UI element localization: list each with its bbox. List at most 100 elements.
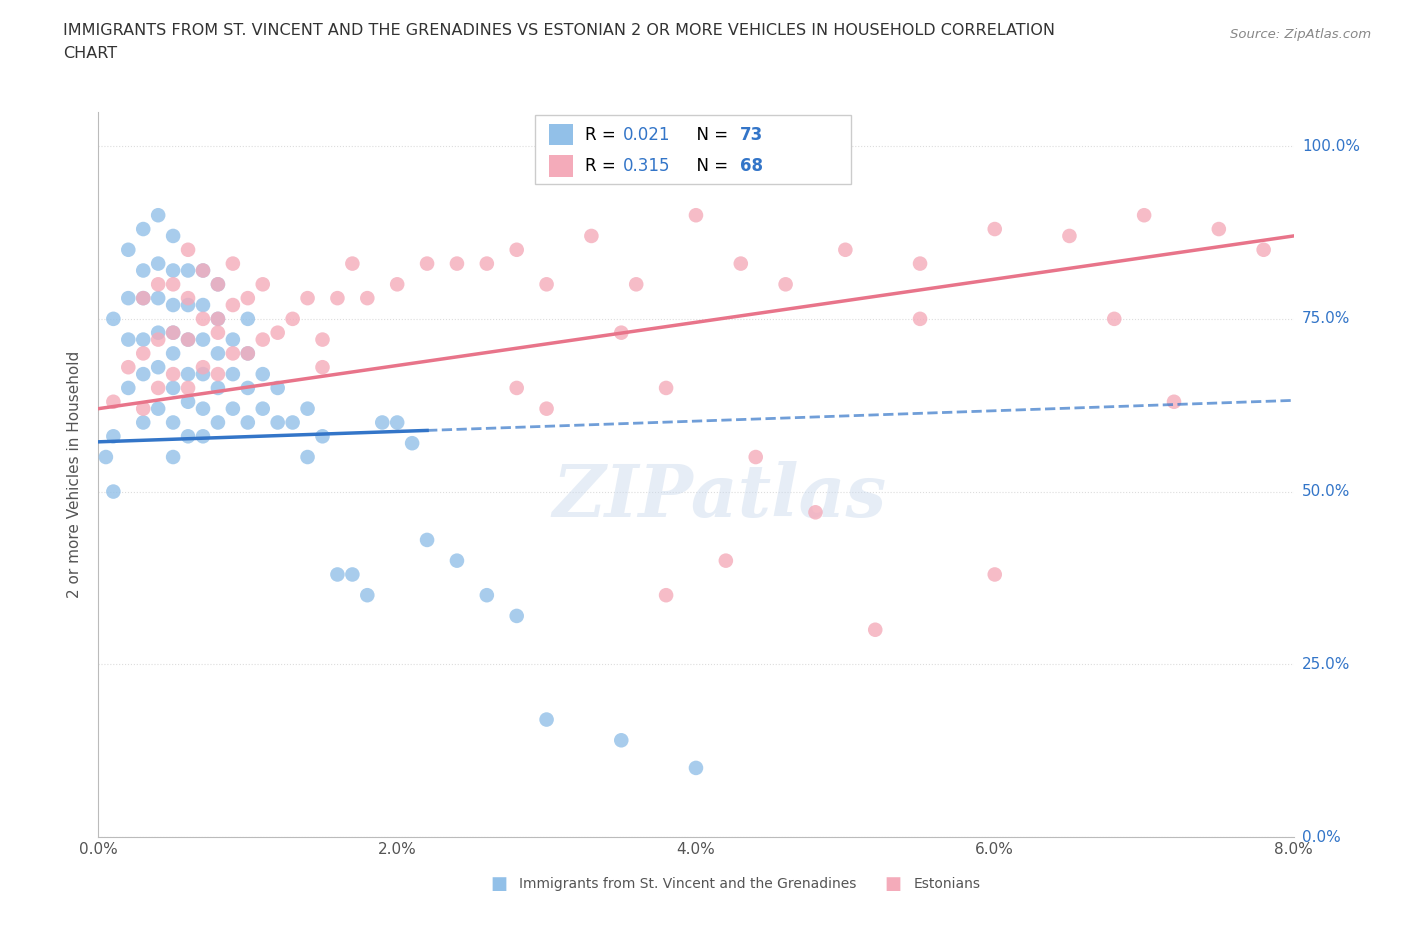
Point bbox=[1163, 394, 1185, 409]
Point bbox=[162, 366, 184, 381]
Point bbox=[984, 221, 1007, 236]
Point bbox=[117, 243, 139, 258]
Point bbox=[132, 366, 155, 381]
FancyBboxPatch shape bbox=[548, 124, 572, 145]
Point bbox=[311, 429, 333, 444]
Text: 0.315: 0.315 bbox=[623, 156, 671, 175]
Point bbox=[132, 263, 155, 278]
Point bbox=[252, 277, 274, 292]
Point bbox=[1253, 243, 1275, 258]
Point bbox=[132, 291, 155, 306]
Text: 50.0%: 50.0% bbox=[1302, 485, 1350, 499]
Point bbox=[356, 588, 378, 603]
Point bbox=[297, 291, 319, 306]
Point bbox=[342, 567, 364, 582]
FancyBboxPatch shape bbox=[534, 115, 852, 184]
Point bbox=[177, 394, 200, 409]
Point bbox=[401, 436, 423, 451]
Point bbox=[162, 298, 184, 312]
Text: CHART: CHART bbox=[63, 46, 117, 61]
Point bbox=[103, 485, 125, 499]
Point bbox=[267, 415, 290, 430]
Point bbox=[281, 415, 304, 430]
Point bbox=[148, 256, 170, 271]
Point bbox=[714, 553, 737, 568]
Text: Estonians: Estonians bbox=[914, 877, 980, 891]
Point bbox=[745, 449, 768, 464]
Point bbox=[236, 415, 259, 430]
Point bbox=[207, 312, 229, 326]
Point bbox=[222, 346, 245, 361]
Point bbox=[1133, 207, 1156, 222]
Point bbox=[191, 401, 214, 416]
Point bbox=[385, 277, 409, 292]
Text: ■: ■ bbox=[884, 875, 901, 893]
FancyBboxPatch shape bbox=[548, 154, 572, 177]
Point bbox=[207, 277, 229, 292]
Point bbox=[326, 567, 349, 582]
Point bbox=[506, 608, 529, 623]
Point bbox=[236, 346, 259, 361]
Y-axis label: 2 or more Vehicles in Household: 2 or more Vehicles in Household bbox=[67, 351, 83, 598]
Point bbox=[236, 380, 259, 395]
Point bbox=[984, 567, 1007, 582]
Text: 25.0%: 25.0% bbox=[1302, 657, 1350, 671]
Point bbox=[475, 256, 498, 271]
Point bbox=[94, 449, 117, 464]
Point bbox=[117, 291, 139, 306]
Text: R =: R = bbox=[585, 126, 621, 143]
Point bbox=[162, 326, 184, 340]
Text: 100.0%: 100.0% bbox=[1302, 139, 1360, 153]
Point bbox=[865, 622, 887, 637]
Point bbox=[117, 332, 139, 347]
Point bbox=[132, 291, 155, 306]
Point bbox=[908, 256, 931, 271]
Text: N =: N = bbox=[686, 156, 734, 175]
Point bbox=[177, 291, 200, 306]
Point bbox=[236, 346, 259, 361]
Point bbox=[177, 298, 200, 312]
Point bbox=[148, 207, 170, 222]
Point bbox=[506, 380, 529, 395]
Point bbox=[162, 449, 184, 464]
Point bbox=[267, 380, 290, 395]
Point bbox=[222, 256, 245, 271]
Point bbox=[222, 298, 245, 312]
Point bbox=[148, 360, 170, 375]
Point bbox=[177, 366, 200, 381]
Point bbox=[581, 229, 603, 244]
Text: Immigrants from St. Vincent and the Grenadines: Immigrants from St. Vincent and the Gren… bbox=[519, 877, 856, 891]
Point bbox=[236, 312, 259, 326]
Point bbox=[191, 312, 214, 326]
Point bbox=[207, 346, 229, 361]
Point bbox=[236, 291, 259, 306]
Text: ZIPatlas: ZIPatlas bbox=[553, 460, 887, 532]
Point bbox=[297, 401, 319, 416]
Point bbox=[222, 366, 245, 381]
Point bbox=[191, 366, 214, 381]
Point bbox=[132, 415, 155, 430]
Point bbox=[207, 326, 229, 340]
Point bbox=[1208, 221, 1230, 236]
Point bbox=[177, 380, 200, 395]
Point bbox=[655, 588, 678, 603]
Point bbox=[371, 415, 394, 430]
Point bbox=[191, 360, 214, 375]
Point bbox=[908, 312, 931, 326]
Point bbox=[536, 277, 558, 292]
Point bbox=[148, 332, 170, 347]
Point bbox=[252, 401, 274, 416]
Point bbox=[177, 243, 200, 258]
Point bbox=[834, 243, 856, 258]
Point bbox=[685, 761, 707, 776]
Point bbox=[103, 429, 125, 444]
Point bbox=[177, 332, 200, 347]
Point bbox=[162, 277, 184, 292]
Point bbox=[252, 332, 274, 347]
Point bbox=[385, 415, 409, 430]
Text: Source: ZipAtlas.com: Source: ZipAtlas.com bbox=[1230, 28, 1371, 41]
Point bbox=[536, 712, 558, 727]
Text: R =: R = bbox=[585, 156, 621, 175]
Point bbox=[804, 505, 827, 520]
Point bbox=[311, 360, 333, 375]
